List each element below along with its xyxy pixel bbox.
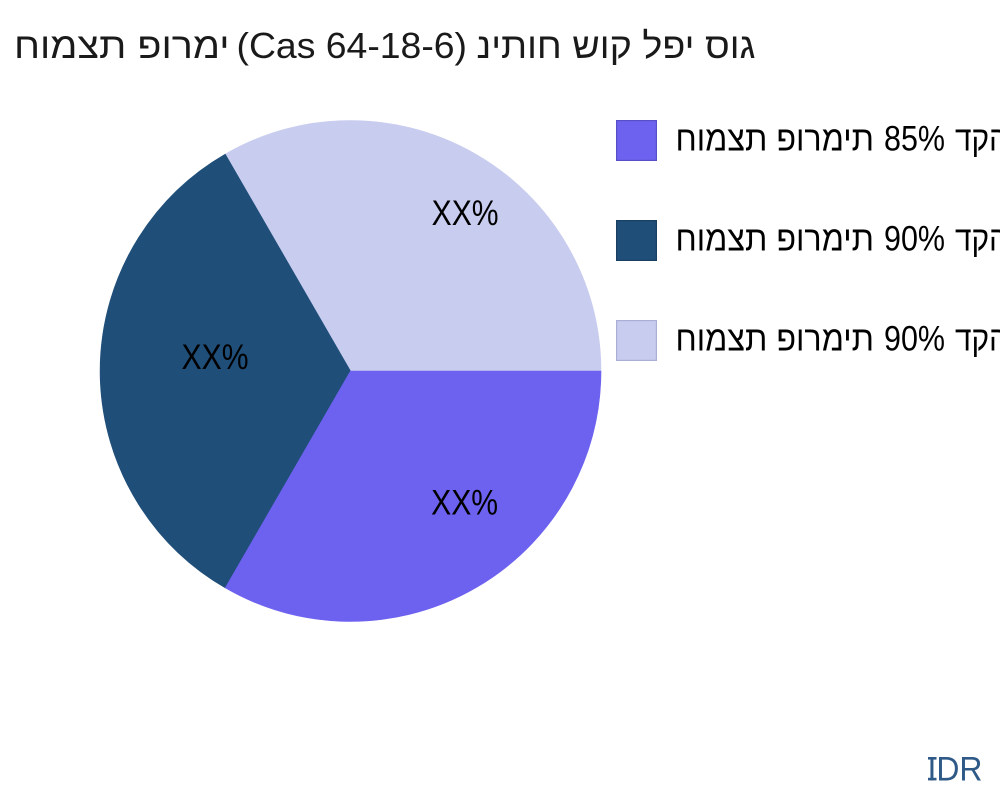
svg-text:XX%: XX% xyxy=(431,484,498,523)
svg-text:חומצת פורמית: חומצת פורמית xyxy=(676,320,875,359)
svg-text:חומצת פורמית: חומצת פורמית xyxy=(676,220,875,259)
svg-text:XX%: XX% xyxy=(182,338,249,377)
svg-text:דקה: דקה xyxy=(955,220,1000,259)
svg-text:90%: 90% xyxy=(884,320,945,359)
svg-text:דקה: דקה xyxy=(955,120,1000,159)
svg-text:90%: 90% xyxy=(884,220,945,259)
svg-text:ניתוח שוק לפי סוג: ניתוח שוק לפי סוג xyxy=(477,25,756,66)
svg-text:(Cas 64-18-6): (Cas 64-18-6) xyxy=(237,25,468,66)
svg-text:חומצת פורמי: חומצת פורמי xyxy=(14,25,230,66)
svg-text:85%: 85% xyxy=(884,120,945,159)
svg-text:דקה: דקה xyxy=(955,320,1000,359)
svg-text:XX%: XX% xyxy=(432,194,499,233)
svg-text:חומצת פורמית: חומצת פורמית xyxy=(676,120,875,159)
svg-text:IDR: IDR xyxy=(928,750,983,788)
